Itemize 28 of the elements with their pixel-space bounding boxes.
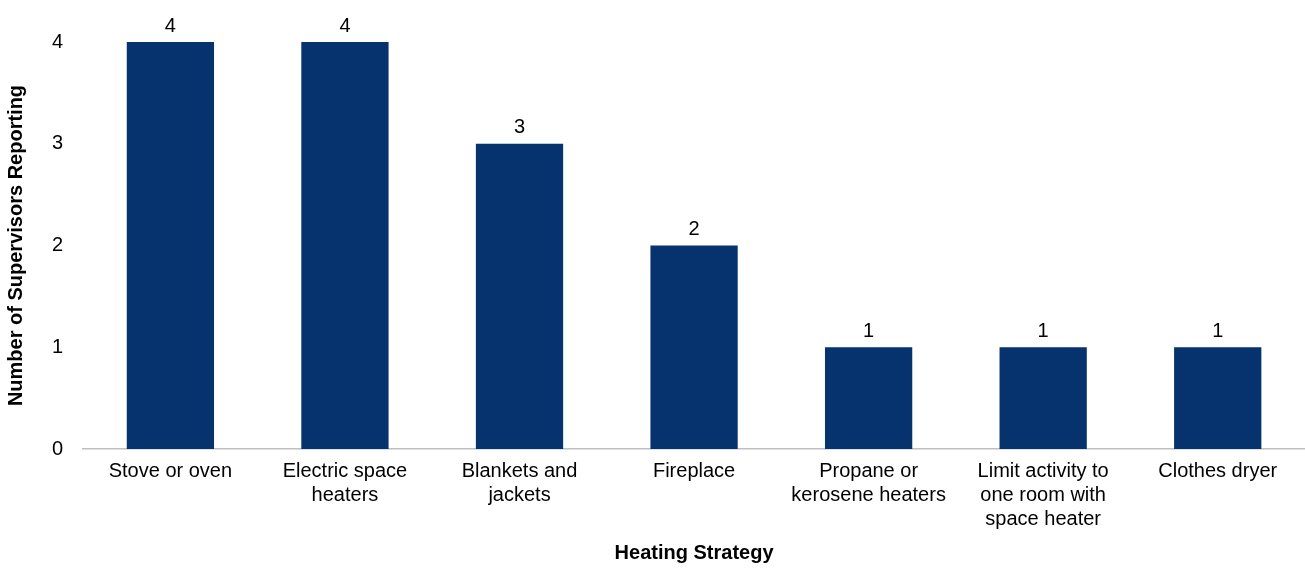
y-tick-label: 3	[52, 131, 64, 154]
x-tick-label: Clothes dryer	[1158, 458, 1278, 481]
x-tick-label: Limit activity to one room with space heater	[977, 458, 1109, 529]
x-tick-label: Electric space heaters	[282, 458, 408, 505]
y-axis-title: Number of Supervisors Reporting	[3, 84, 26, 407]
data-label: 3	[513, 115, 526, 138]
bar	[650, 245, 738, 449]
x-tick-label: Blankets and jackets	[461, 458, 578, 505]
bar	[824, 347, 913, 449]
y-tick-label: 0	[52, 436, 64, 459]
y-tick-label: 4	[52, 29, 64, 52]
bar	[301, 42, 389, 449]
x-tick-label: Stove or oven	[108, 458, 233, 481]
bar	[126, 42, 215, 449]
x-tick-label: Propane or kerosene heaters	[791, 458, 946, 505]
x-axis-title: Heating Strategy	[614, 540, 775, 563]
y-tick-label: 1	[52, 334, 64, 357]
data-label: 4	[339, 13, 351, 36]
x-tick-label: Fireplace	[652, 458, 736, 481]
data-label: 1	[863, 318, 875, 341]
data-label: 1	[1212, 318, 1224, 341]
bar	[1174, 347, 1262, 449]
bar	[999, 347, 1087, 449]
data-label: 2	[688, 217, 700, 240]
data-label: 1	[1037, 318, 1049, 341]
y-tick-label: 2	[52, 233, 64, 256]
data-label: 4	[164, 13, 176, 36]
bar	[475, 143, 564, 449]
